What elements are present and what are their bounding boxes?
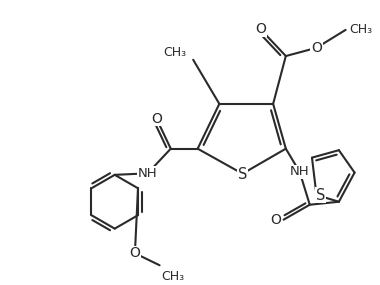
Text: NH: NH [290, 165, 309, 178]
Text: CH₃: CH₃ [349, 23, 372, 36]
Text: CH₃: CH₃ [162, 270, 185, 283]
Text: S: S [238, 167, 247, 182]
Text: S: S [315, 188, 325, 203]
Text: O: O [151, 112, 162, 126]
Text: O: O [311, 41, 322, 55]
Text: NH: NH [138, 167, 157, 180]
Text: O: O [270, 213, 281, 227]
Text: O: O [130, 246, 140, 260]
Text: CH₃: CH₃ [163, 46, 187, 59]
Text: O: O [255, 22, 266, 36]
